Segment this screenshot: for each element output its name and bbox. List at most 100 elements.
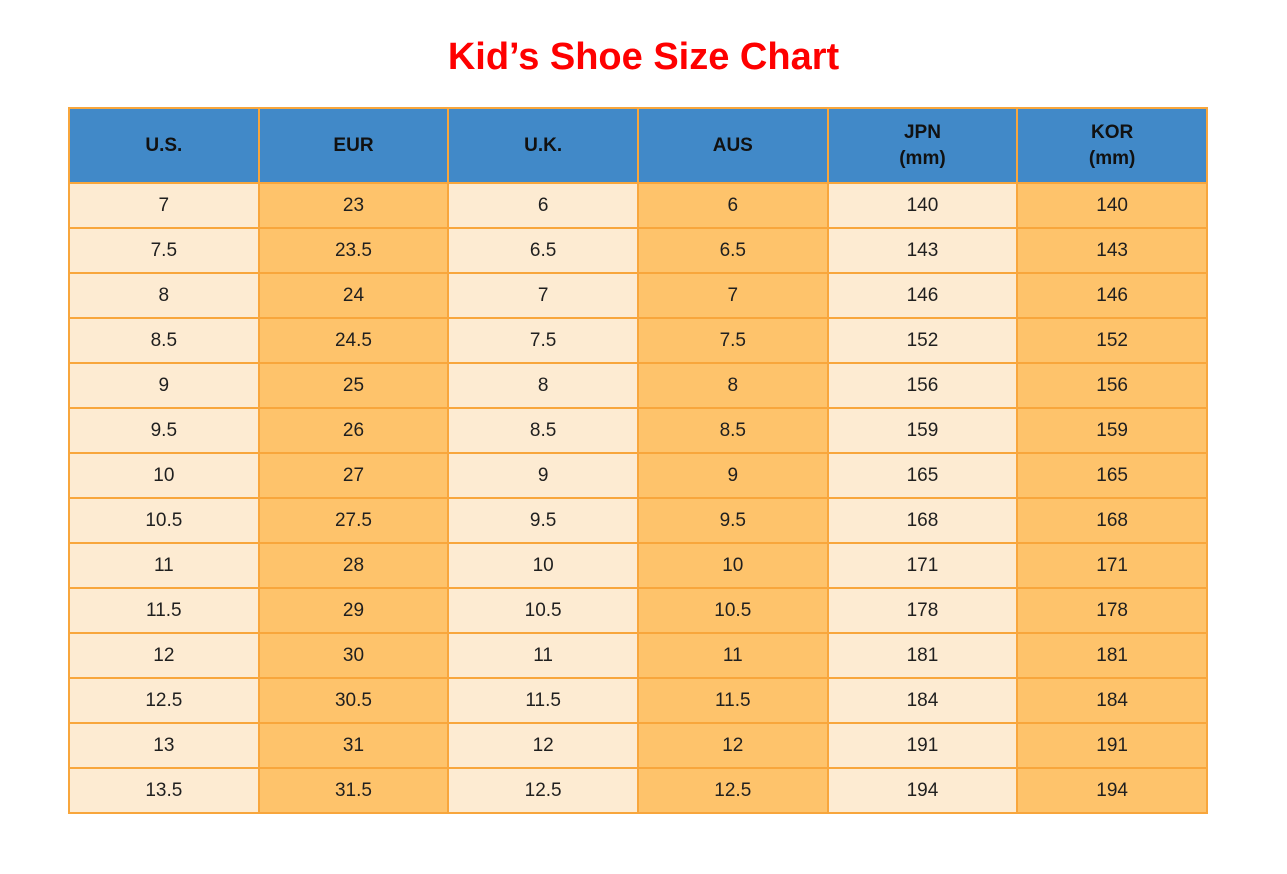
cell-eur: 23.5 bbox=[257, 227, 450, 274]
table-row: 13 31 12 12 191 191 bbox=[68, 722, 1208, 769]
table-row: 13.5 31.5 12.5 12.5 194 194 bbox=[68, 767, 1208, 814]
cell-uk: 9 bbox=[447, 452, 639, 499]
cell-jpn: 191 bbox=[826, 722, 1019, 769]
cell-uk: 8.5 bbox=[447, 407, 639, 454]
cell-jpn: 143 bbox=[826, 227, 1019, 274]
cell-eur: 27.5 bbox=[257, 497, 450, 544]
table-row: 9.5 26 8.5 8.5 159 159 bbox=[68, 407, 1208, 454]
column-header-label: EUR bbox=[333, 134, 374, 156]
cell-aus: 6 bbox=[636, 182, 829, 229]
cell-kor: 152 bbox=[1016, 317, 1208, 364]
cell-us: 7 bbox=[68, 182, 260, 229]
cell-aus: 9.5 bbox=[636, 497, 829, 544]
cell-eur: 31 bbox=[257, 722, 450, 769]
cell-eur: 25 bbox=[257, 362, 450, 409]
cell-uk: 11 bbox=[447, 632, 639, 679]
cell-uk: 6.5 bbox=[447, 227, 639, 274]
cell-uk: 9.5 bbox=[447, 497, 639, 544]
cell-eur: 26 bbox=[257, 407, 450, 454]
cell-jpn: 165 bbox=[826, 452, 1019, 499]
cell-us: 13 bbox=[68, 722, 260, 769]
cell-jpn: 146 bbox=[826, 272, 1019, 319]
cell-aus: 12.5 bbox=[636, 767, 829, 814]
column-header-eur: EUR bbox=[257, 107, 450, 184]
cell-us: 12 bbox=[68, 632, 260, 679]
cell-eur: 30.5 bbox=[257, 677, 450, 724]
cell-eur: 24 bbox=[257, 272, 450, 319]
cell-us: 7.5 bbox=[68, 227, 260, 274]
cell-us: 10 bbox=[68, 452, 260, 499]
column-header-sublabel: (mm) bbox=[1088, 147, 1136, 169]
cell-jpn: 168 bbox=[826, 497, 1019, 544]
table-row: 7 23 6 6 140 140 bbox=[68, 182, 1208, 229]
cell-kor: 143 bbox=[1016, 227, 1208, 274]
column-header-us: U.S. bbox=[68, 107, 260, 184]
cell-kor: 168 bbox=[1016, 497, 1208, 544]
shoe-size-table: U.S. EUR U.K. AUS JPN (mm) KOR (mm) bbox=[68, 107, 1208, 814]
cell-kor: 159 bbox=[1016, 407, 1208, 454]
cell-aus: 10 bbox=[636, 542, 829, 589]
cell-kor: 181 bbox=[1016, 632, 1208, 679]
table-row: 11 28 10 10 171 171 bbox=[68, 542, 1208, 589]
cell-aus: 10.5 bbox=[636, 587, 829, 634]
cell-aus: 9 bbox=[636, 452, 829, 499]
column-header-aus: AUS bbox=[636, 107, 829, 184]
cell-uk: 10.5 bbox=[447, 587, 639, 634]
table-row: 7.5 23.5 6.5 6.5 143 143 bbox=[68, 227, 1208, 274]
cell-kor: 146 bbox=[1016, 272, 1208, 319]
cell-jpn: 178 bbox=[826, 587, 1019, 634]
column-header-sublabel: (mm) bbox=[899, 147, 946, 169]
header-row: U.S. EUR U.K. AUS JPN (mm) KOR (mm) bbox=[68, 107, 1208, 184]
cell-eur: 29 bbox=[257, 587, 450, 634]
cell-us: 12.5 bbox=[68, 677, 260, 724]
table-body: 7 23 6 6 140 140 7.5 23.5 6.5 6.5 143 14… bbox=[68, 182, 1208, 814]
cell-aus: 8.5 bbox=[636, 407, 829, 454]
cell-jpn: 140 bbox=[826, 182, 1019, 229]
cell-us: 11.5 bbox=[68, 587, 260, 634]
column-header-label: JPN bbox=[903, 121, 941, 143]
table-row: 10.5 27.5 9.5 9.5 168 168 bbox=[68, 497, 1208, 544]
cell-us: 11 bbox=[68, 542, 260, 589]
cell-aus: 8 bbox=[636, 362, 829, 409]
cell-us: 9 bbox=[68, 362, 260, 409]
table-row: 8.5 24.5 7.5 7.5 152 152 bbox=[68, 317, 1208, 364]
cell-eur: 24.5 bbox=[257, 317, 450, 364]
column-header-label: AUS bbox=[712, 134, 753, 156]
cell-eur: 28 bbox=[257, 542, 450, 589]
cell-uk: 12.5 bbox=[447, 767, 639, 814]
column-header-uk: U.K. bbox=[447, 107, 639, 184]
column-header-kor: KOR (mm) bbox=[1016, 107, 1208, 184]
cell-jpn: 152 bbox=[826, 317, 1019, 364]
table-row: 12.5 30.5 11.5 11.5 184 184 bbox=[68, 677, 1208, 724]
cell-uk: 6 bbox=[447, 182, 639, 229]
table-header: U.S. EUR U.K. AUS JPN (mm) KOR (mm) bbox=[68, 107, 1208, 184]
cell-kor: 156 bbox=[1016, 362, 1208, 409]
page-title: Kid’s Shoe Size Chart bbox=[447, 36, 840, 78]
cell-jpn: 194 bbox=[826, 767, 1019, 814]
cell-jpn: 159 bbox=[826, 407, 1019, 454]
cell-aus: 12 bbox=[636, 722, 829, 769]
column-header-label: KOR bbox=[1091, 121, 1134, 143]
table-row: 11.5 29 10.5 10.5 178 178 bbox=[68, 587, 1208, 634]
table-row: 8 24 7 7 146 146 bbox=[68, 272, 1208, 319]
cell-kor: 165 bbox=[1016, 452, 1208, 499]
cell-aus: 7 bbox=[636, 272, 829, 319]
cell-aus: 6.5 bbox=[636, 227, 829, 274]
cell-us: 10.5 bbox=[68, 497, 260, 544]
cell-uk: 8 bbox=[447, 362, 639, 409]
cell-uk: 7.5 bbox=[447, 317, 639, 364]
cell-uk: 12 bbox=[447, 722, 639, 769]
table-row: 9 25 8 8 156 156 bbox=[68, 362, 1208, 409]
cell-kor: 140 bbox=[1016, 182, 1208, 229]
cell-uk: 7 bbox=[447, 272, 639, 319]
cell-kor: 171 bbox=[1016, 542, 1208, 589]
cell-us: 8 bbox=[68, 272, 260, 319]
cell-eur: 27 bbox=[257, 452, 450, 499]
table-row: 10 27 9 9 165 165 bbox=[68, 452, 1208, 499]
cell-kor: 194 bbox=[1016, 767, 1208, 814]
column-header-label: U.K. bbox=[524, 134, 563, 156]
cell-uk: 11.5 bbox=[447, 677, 639, 724]
cell-jpn: 184 bbox=[826, 677, 1019, 724]
cell-us: 9.5 bbox=[68, 407, 260, 454]
